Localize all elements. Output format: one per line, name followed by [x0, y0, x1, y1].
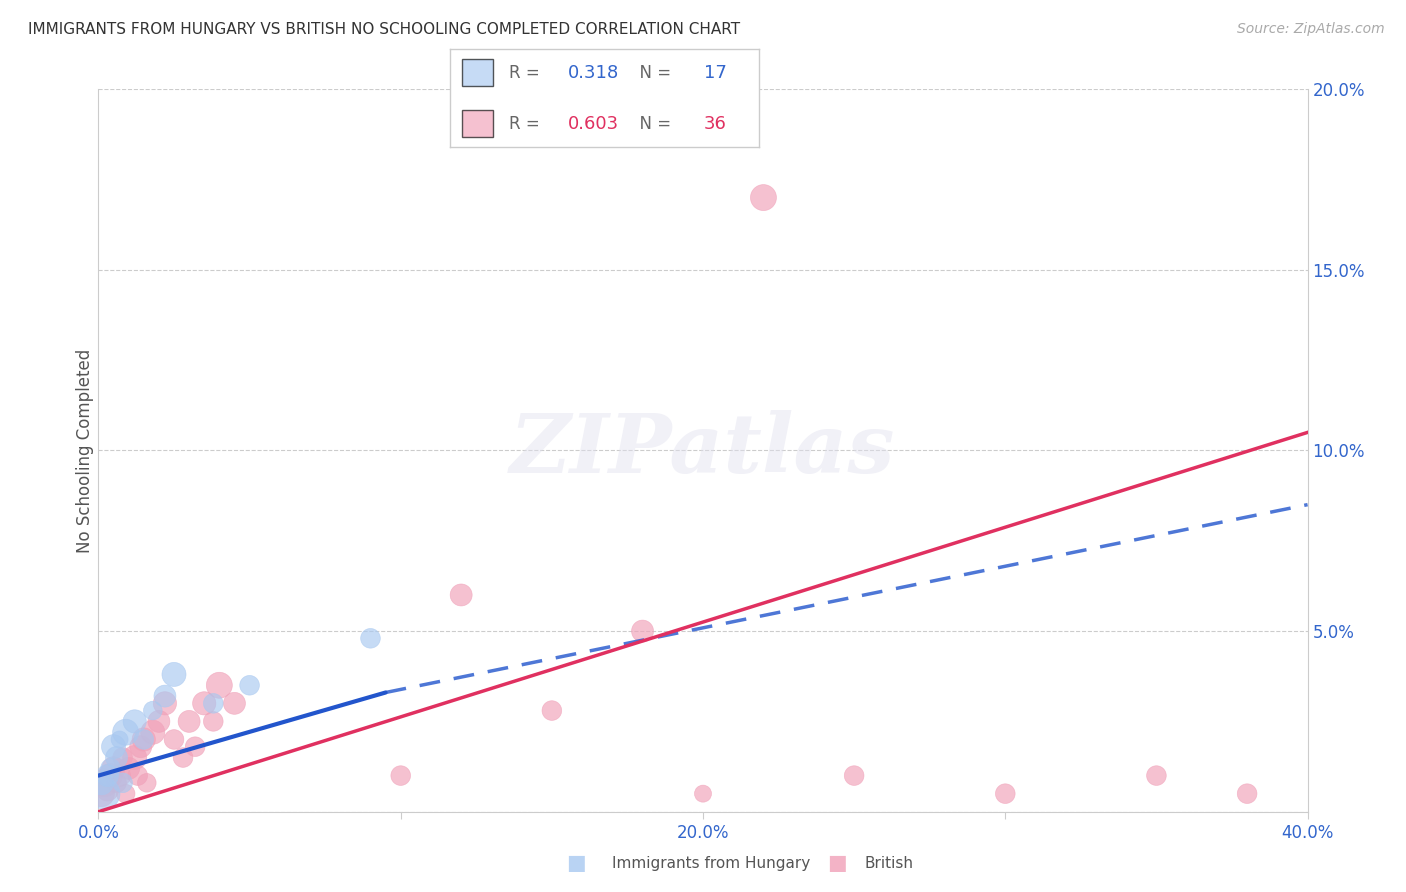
Point: [224, 697, 246, 711]
Point: [96, 783, 118, 797]
Text: 0.318: 0.318: [568, 63, 619, 81]
Point: [105, 776, 128, 790]
Text: R =: R =: [509, 63, 544, 81]
Point: [103, 739, 125, 754]
Point: [111, 750, 134, 764]
Y-axis label: No Schooling Completed: No Schooling Completed: [76, 349, 94, 552]
Point: [153, 689, 176, 703]
Point: [124, 714, 146, 729]
FancyBboxPatch shape: [463, 59, 494, 87]
Point: [208, 678, 231, 692]
Point: [105, 750, 128, 764]
Point: [389, 769, 412, 783]
Point: [360, 632, 382, 646]
Point: [96, 769, 118, 783]
Text: ZIPatlas: ZIPatlas: [510, 410, 896, 491]
Point: [129, 739, 152, 754]
Point: [93, 787, 115, 801]
Point: [148, 714, 170, 729]
Point: [184, 739, 207, 754]
Point: [239, 678, 262, 692]
Point: [172, 750, 194, 764]
Text: N =: N =: [630, 115, 676, 133]
Point: [114, 787, 136, 801]
Point: [844, 769, 866, 783]
Text: ■: ■: [827, 854, 846, 873]
Point: [103, 761, 125, 775]
Point: [631, 624, 654, 639]
Text: British: British: [865, 856, 914, 871]
Point: [153, 697, 176, 711]
Point: [132, 732, 155, 747]
Point: [132, 732, 155, 747]
Point: [100, 761, 122, 775]
Point: [135, 776, 157, 790]
Point: [108, 769, 131, 783]
Point: [163, 732, 186, 747]
Point: [111, 776, 134, 790]
Point: [202, 697, 225, 711]
Text: IMMIGRANTS FROM HUNGARY VS BRITISH NO SCHOOLING COMPLETED CORRELATION CHART: IMMIGRANTS FROM HUNGARY VS BRITISH NO SC…: [28, 22, 740, 37]
Text: 0.603: 0.603: [568, 115, 619, 133]
Point: [118, 761, 141, 775]
Point: [752, 191, 775, 205]
Text: N =: N =: [630, 63, 676, 81]
Point: [124, 750, 146, 764]
Point: [202, 714, 225, 729]
Point: [994, 787, 1017, 801]
Text: ■: ■: [567, 854, 586, 873]
Point: [692, 787, 714, 801]
Text: 36: 36: [703, 115, 727, 133]
Point: [1236, 787, 1258, 801]
Point: [142, 704, 165, 718]
Text: R =: R =: [509, 115, 544, 133]
Point: [142, 725, 165, 739]
Point: [100, 769, 122, 783]
Point: [450, 588, 472, 602]
Point: [90, 787, 112, 801]
Point: [193, 697, 215, 711]
Point: [90, 776, 112, 790]
Text: Immigrants from Hungary: Immigrants from Hungary: [612, 856, 810, 871]
Point: [114, 725, 136, 739]
Point: [127, 769, 149, 783]
Point: [108, 732, 131, 747]
Text: 17: 17: [703, 63, 727, 81]
FancyBboxPatch shape: [463, 110, 494, 137]
Point: [179, 714, 201, 729]
Point: [93, 776, 115, 790]
Point: [540, 704, 562, 718]
Point: [1144, 769, 1167, 783]
Text: Source: ZipAtlas.com: Source: ZipAtlas.com: [1237, 22, 1385, 37]
Point: [163, 667, 186, 681]
